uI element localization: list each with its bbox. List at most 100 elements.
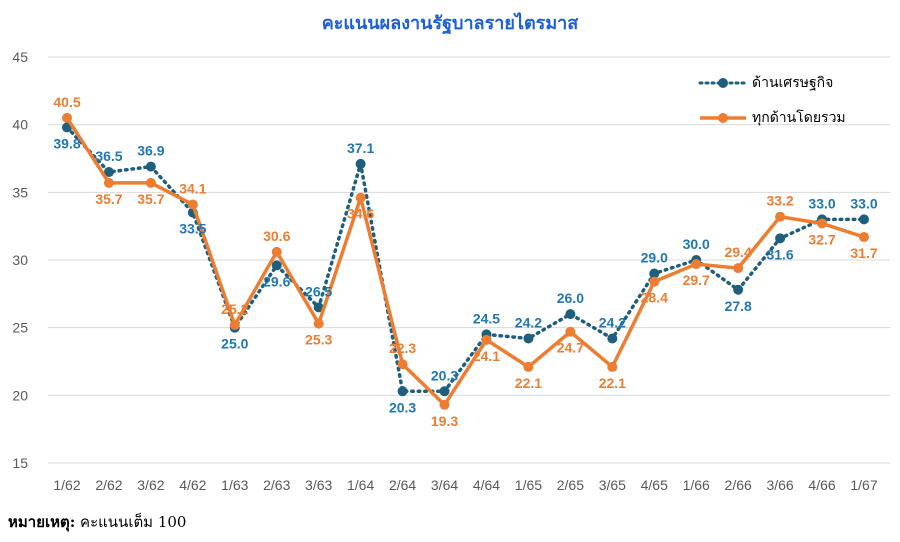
data-point-1-14 (649, 276, 660, 287)
line-chart: 15 20 25 30 35 40 45 1/62 2/62 3/62 4/62 1/63 2/63 3/… (12, 49, 890, 493)
data-label-1-19: 31.7 (850, 245, 877, 261)
data-label-1-17: 33.2 (766, 193, 793, 209)
data-point-1-19 (859, 231, 869, 242)
data-label-0-12: 26.0 (557, 290, 584, 306)
data-point-0-9 (439, 386, 450, 397)
data-label-1-7: 34.6 (347, 206, 374, 222)
x-tick-label: 1/66 (683, 477, 710, 493)
footnote-text: คะแนนเต็ม 100 (75, 513, 187, 531)
data-label-0-18: 33.0 (808, 195, 835, 211)
data-point-0-5 (271, 260, 282, 271)
data-label-1-11: 22.1 (515, 375, 542, 391)
footnote: หมายเหตุ: คะแนนเต็ม 100 (8, 510, 186, 534)
legend-item-overall: ทุกด้านโดยรวม (698, 107, 846, 129)
data-point-1-5 (271, 246, 282, 257)
data-label-1-0: 40.5 (53, 94, 80, 110)
data-labels: 39.8 40.5 36.5 35.7 36.9 35.7 33.5 34.1 25.0 25.2… (53, 94, 877, 429)
data-label-0-16: 27.8 (725, 298, 752, 314)
data-point-1-0 (62, 112, 72, 123)
data-label-0-7: 37.1 (347, 140, 374, 156)
legend: ด้านเศรษฐกิจ ทุกด้านโดยรวม (698, 72, 846, 142)
y-tick-label: 40 (12, 117, 28, 133)
data-label-1-15: 29.7 (683, 272, 710, 288)
data-point-1-1 (103, 177, 114, 188)
data-point-0-11 (523, 333, 534, 344)
y-tick-label: 35 (12, 184, 28, 200)
grid-lines (48, 56, 890, 464)
data-label-0-3: 33.5 (179, 221, 206, 237)
x-tick-label: 2/64 (389, 477, 416, 493)
x-tick-label: 4/62 (179, 477, 206, 493)
data-label-0-9: 20.3 (431, 367, 458, 383)
data-point-1-7 (355, 192, 366, 203)
data-label-0-19: 33.0 (850, 195, 877, 211)
data-label-0-8: 20.3 (389, 399, 416, 415)
x-tick-label: 4/64 (473, 477, 500, 493)
legend-marker-dotted (698, 78, 748, 88)
x-tick-label: 4/66 (808, 477, 835, 493)
data-label-0-1: 36.5 (95, 148, 122, 164)
x-tick-label: 1/62 (53, 477, 80, 493)
data-point-0-16 (733, 284, 744, 295)
data-label-0-14: 29.0 (641, 250, 668, 266)
footnote-label: หมายเหตุ: (8, 513, 76, 531)
data-label-1-1: 35.7 (95, 191, 122, 207)
x-tick-label: 1/63 (221, 477, 248, 493)
data-label-0-13: 24.2 (599, 314, 626, 330)
y-tick-label: 20 (12, 387, 28, 403)
y-tick-label: 45 (12, 49, 28, 65)
data-point-0-7 (355, 158, 366, 169)
x-tick-label: 3/63 (305, 477, 332, 493)
x-tick-label: 2/63 (263, 477, 290, 493)
data-point-1-15 (691, 259, 702, 270)
data-label-1-16: 29.4 (725, 244, 752, 260)
data-label-1-5: 30.6 (263, 228, 290, 244)
x-tick-label: 4/65 (641, 477, 668, 493)
x-tick-label: 3/62 (137, 477, 164, 493)
series-line-0 (65, 125, 866, 394)
data-point-0-17 (775, 233, 786, 244)
data-point-0-1 (103, 167, 114, 178)
data-point-0-2 (145, 161, 156, 172)
data-label-1-6: 25.3 (305, 332, 332, 348)
data-point-1-8 (397, 359, 408, 370)
data-label-0-4: 25.0 (221, 336, 248, 352)
x-tick-label: 1/67 (850, 477, 877, 493)
data-point-1-10 (481, 334, 492, 345)
data-point-1-3 (187, 199, 198, 210)
data-point-1-6 (313, 318, 324, 329)
x-tick-label: 3/64 (431, 477, 458, 493)
y-tick-label: 30 (12, 252, 28, 268)
data-label-0-6: 26.5 (305, 283, 332, 299)
data-point-1-11 (523, 361, 534, 372)
data-label-1-10: 24.1 (473, 348, 500, 364)
data-label-1-18: 32.7 (808, 231, 835, 247)
x-tick-label: 1/64 (347, 477, 374, 493)
legend-marker-solid (700, 113, 746, 123)
data-point-1-13 (607, 361, 618, 372)
data-label-0-5: 29.6 (263, 273, 290, 289)
data-point-1-2 (145, 177, 156, 188)
x-tick-label: 3/66 (766, 477, 793, 493)
data-label-0-15: 30.0 (683, 236, 710, 252)
data-point-1-17 (775, 211, 786, 222)
x-tick-label: 2/65 (557, 477, 584, 493)
legend-label-overall: ทุกด้านโดยรวม (752, 110, 846, 126)
data-label-1-13: 22.1 (599, 375, 626, 391)
data-label-1-4: 25.2 (221, 301, 248, 317)
axis-labels: 15 20 25 30 35 40 45 1/62 2/62 3/62 4/62 1/63 2/63 3/… (12, 49, 877, 493)
data-point-0-14 (649, 268, 660, 279)
data-label-0-2: 36.9 (137, 143, 164, 159)
data-label-1-2: 35.7 (137, 191, 164, 207)
y-tick-label: 25 (12, 320, 28, 336)
chart-title: คะแนนผลงานรัฐบาลรายไตรมาส (321, 13, 579, 34)
data-label-1-9: 19.3 (431, 413, 458, 429)
series-line-1 (65, 116, 865, 407)
data-label-1-14: 28.4 (641, 290, 668, 306)
data-label-0-0: 39.8 (53, 135, 80, 151)
data-point-1-4 (229, 319, 240, 330)
data-label-0-17: 31.6 (766, 246, 793, 262)
data-label-0-10: 24.5 (473, 310, 500, 326)
data-point-0-6 (313, 302, 324, 313)
y-tick-label: 15 (12, 455, 28, 471)
